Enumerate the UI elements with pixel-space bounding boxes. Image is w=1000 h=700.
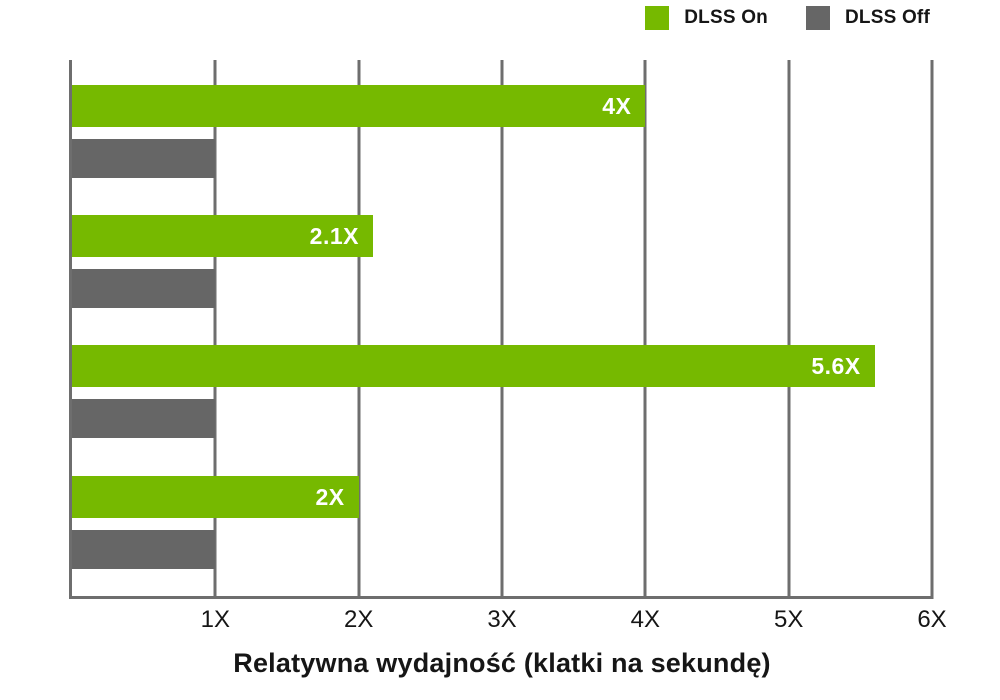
x-tick-label-1x: 1X bbox=[200, 606, 231, 633]
bar-value-label: 5.6X bbox=[811, 352, 861, 379]
x-axis-ticks: 1X 2X 3X 4X 5X 6X bbox=[72, 606, 947, 638]
gridline-1x bbox=[213, 60, 217, 599]
chart-legend: DLSS On DLSS Off bbox=[645, 6, 930, 30]
bar-value-label: 4X bbox=[602, 92, 632, 119]
bar-group-2: 2.1X bbox=[72, 215, 932, 308]
legend-item-dlss-on: DLSS On bbox=[645, 6, 768, 30]
x-tick-label-4x: 4X bbox=[630, 606, 661, 633]
legend-label: DLSS On bbox=[684, 7, 768, 28]
bar-group-4: 2X bbox=[72, 476, 932, 569]
dlss-on-bar-3: 5.6X bbox=[72, 345, 875, 387]
x-tick-label-2x: 2X bbox=[343, 606, 374, 633]
bar-value-label: 2X bbox=[315, 483, 345, 510]
gridline-3x bbox=[500, 60, 504, 599]
dlss-off-bar-4 bbox=[72, 530, 216, 569]
bar-value-label: 2.1X bbox=[309, 222, 359, 249]
bar-group-3: 5.6X bbox=[72, 345, 932, 438]
dlss-on-bar-1: 4X bbox=[72, 85, 646, 127]
x-tick-label-6x: 6X bbox=[917, 606, 947, 633]
dlss-on-bar-4: 2X bbox=[72, 476, 359, 518]
dlss-off-bar-1 bbox=[72, 139, 216, 178]
x-axis-title: Relatywna wydajność (klatki na sekundę) bbox=[233, 648, 771, 678]
dlss-off-bar-2 bbox=[72, 269, 216, 308]
x-tick-label-3x: 3X bbox=[487, 606, 517, 633]
gridline-4x bbox=[643, 60, 647, 599]
bar-group-1: 4X bbox=[72, 85, 932, 178]
gridline-5x bbox=[787, 60, 791, 599]
gridline-6x bbox=[930, 60, 934, 599]
dlss-off-bar-3 bbox=[72, 399, 216, 438]
plot-area: 4X 2.1X 5.6X 2X bbox=[69, 60, 934, 599]
gridline-0x bbox=[69, 60, 72, 599]
legend-item-dlss-off: DLSS Off bbox=[806, 6, 930, 30]
legend-swatch-icon bbox=[645, 6, 670, 30]
legend-swatch-icon bbox=[806, 6, 830, 30]
x-tick-label-5x: 5X bbox=[773, 606, 804, 633]
dlss-on-bar-2: 2.1X bbox=[72, 215, 373, 257]
gridline-2x bbox=[357, 60, 361, 599]
legend-label: DLSS Off bbox=[845, 7, 930, 28]
